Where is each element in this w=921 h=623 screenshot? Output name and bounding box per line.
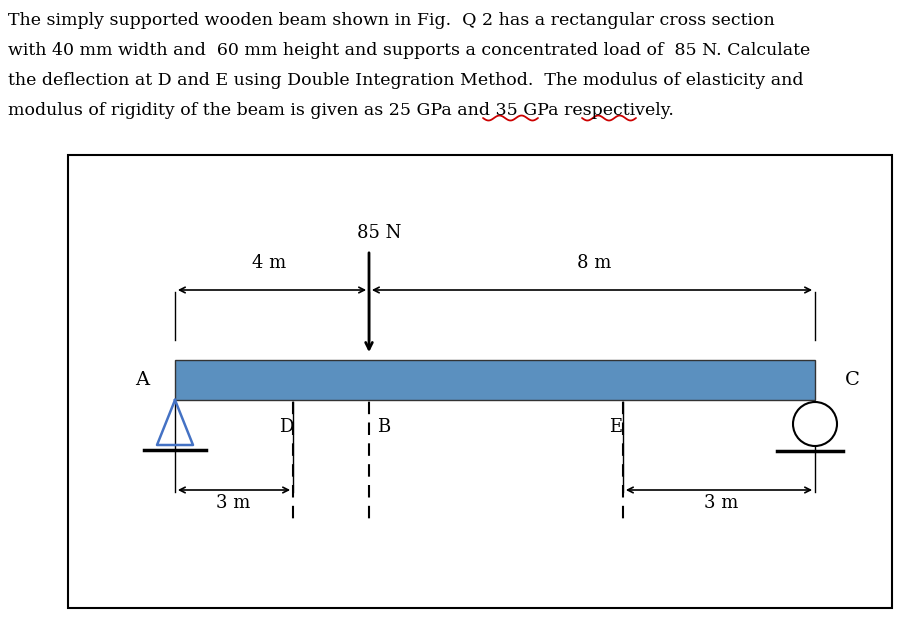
Text: 85 N: 85 N xyxy=(357,224,402,242)
Text: B: B xyxy=(377,418,391,436)
Text: 4 m: 4 m xyxy=(252,254,286,272)
Circle shape xyxy=(793,402,837,446)
Text: C: C xyxy=(845,371,860,389)
Bar xyxy=(175,360,815,400)
Text: 8 m: 8 m xyxy=(577,254,612,272)
Text: The simply supported wooden beam shown in Fig.  Q 2 has a rectangular cross sect: The simply supported wooden beam shown i… xyxy=(8,12,775,29)
Text: 3 m: 3 m xyxy=(216,494,251,512)
Text: the deflection at D and E using Double Integration Method.  The modulus of elast: the deflection at D and E using Double I… xyxy=(8,72,803,89)
Bar xyxy=(68,155,892,608)
Text: modulus of rigidity of the beam is given as 25 GPa and 35 GPa respectively.: modulus of rigidity of the beam is given… xyxy=(8,102,674,119)
Text: E: E xyxy=(609,418,622,436)
Text: 3 m: 3 m xyxy=(704,494,739,512)
Text: with 40 mm width and  60 mm height and supports a concentrated load of  85 N. Ca: with 40 mm width and 60 mm height and su… xyxy=(8,42,810,59)
Text: D: D xyxy=(279,418,294,436)
Text: A: A xyxy=(135,371,149,389)
